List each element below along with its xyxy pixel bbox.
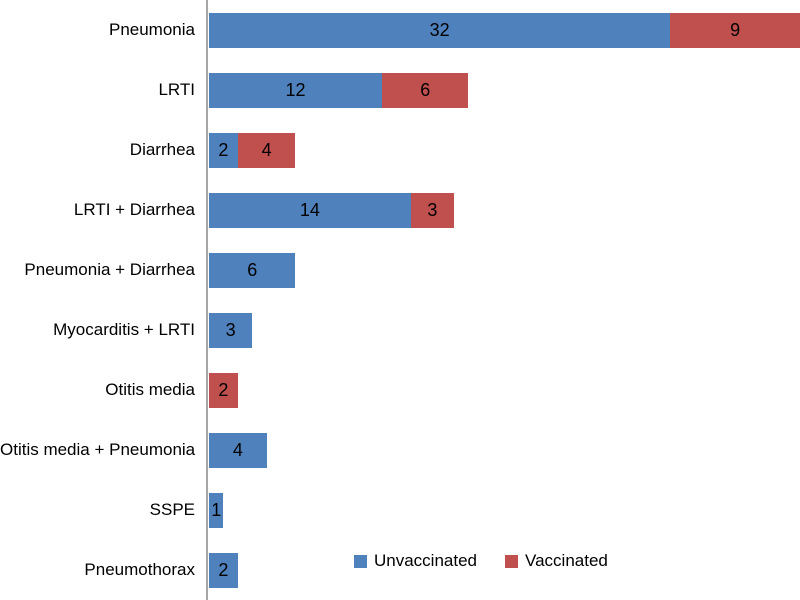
legend-item-vaccinated: Vaccinated: [505, 551, 608, 571]
bar-segment-unvaccinated: 3: [209, 312, 253, 348]
bar-segment-unvaccinated: 1: [209, 492, 224, 528]
bar-group: 12 6: [209, 72, 469, 108]
bar-segment-unvaccinated: 14: [209, 192, 411, 228]
chart-row: LRTI + Diarrhea 14 3: [0, 180, 800, 240]
bar-group: 4: [209, 432, 267, 468]
value-label: 12: [285, 80, 306, 100]
bar-segment-vaccinated: 3: [410, 192, 455, 228]
category-label: Pneumonia: [108, 20, 195, 39]
category-label: Otitis media + Pneumonia: [0, 440, 196, 459]
value-label: 9: [730, 20, 741, 40]
value-label: 32: [429, 20, 450, 40]
category-label: SSPE: [149, 500, 195, 519]
category-label: Pneumothorax: [84, 560, 195, 579]
category-label: Pneumonia + Diarrhea: [24, 260, 195, 279]
value-label: 3: [427, 200, 438, 220]
category-label: Myocarditis + LRTI: [53, 320, 195, 339]
category-label: Diarrhea: [129, 140, 195, 159]
value-label: 4: [232, 440, 243, 460]
value-label: 6: [247, 260, 258, 280]
value-label: 2: [218, 560, 229, 580]
chart-row: Otitis media + Pneumonia 4: [0, 420, 800, 480]
chart-row: Pneumonia 32 9: [0, 0, 800, 60]
bar-group: 2: [209, 552, 238, 588]
value-label: 4: [261, 140, 272, 160]
bar-segment-unvaccinated: 2: [209, 132, 238, 168]
legend: Unvaccinated Vaccinated: [354, 549, 608, 573]
bar-group: 6: [209, 252, 296, 288]
chart-row: Pneumothorax 2: [0, 540, 800, 600]
bar-segment-vaccinated: 4: [237, 132, 296, 168]
y-axis-line: [205, 0, 208, 600]
bar-segment-unvaccinated: 2: [209, 552, 238, 588]
bar-group: 2: [209, 372, 238, 408]
chart-row: LRTI 12 6: [0, 60, 800, 120]
bar-segment-vaccinated: 9: [670, 12, 800, 48]
value-label: 3: [225, 320, 236, 340]
chart-row: SSPE 1: [0, 480, 800, 540]
value-label: 6: [420, 80, 431, 100]
chart-row: Diarrhea 2 4: [0, 120, 800, 180]
legend-swatch-vaccinated: [505, 554, 519, 568]
bar-group: 14 3: [209, 192, 455, 228]
chart-row: Otitis media 2: [0, 360, 800, 420]
bar-group: 1: [209, 492, 224, 528]
bar-segment-unvaccinated: 32: [209, 12, 671, 48]
chart-row: Pneumonia + Diarrhea 6: [0, 240, 800, 300]
bar-segment-unvaccinated: 4: [209, 432, 267, 468]
legend-label: Unvaccinated: [374, 551, 478, 570]
category-label: Otitis media: [105, 380, 195, 399]
value-label: 2: [218, 140, 229, 160]
value-label: 14: [299, 200, 320, 220]
value-label: 1: [211, 500, 222, 520]
bar-group: 32 9: [209, 12, 800, 48]
legend-item-unvaccinated: Unvaccinated: [354, 551, 477, 571]
legend-swatch-unvaccinated: [354, 554, 367, 568]
category-label: LRTI + Diarrhea: [73, 200, 195, 219]
bar-segment-unvaccinated: 12: [209, 72, 382, 108]
category-label: LRTI: [158, 80, 195, 99]
bar-segment-vaccinated: 6: [381, 72, 469, 108]
chart-row: Myocarditis + LRTI 3: [0, 300, 800, 360]
bar-segment-unvaccinated: 6: [209, 252, 296, 288]
legend-label: Vaccinated: [525, 551, 608, 570]
bar-group: 3: [209, 312, 253, 348]
bar-segment-vaccinated: 2: [209, 372, 238, 408]
value-label: 2: [218, 380, 229, 400]
